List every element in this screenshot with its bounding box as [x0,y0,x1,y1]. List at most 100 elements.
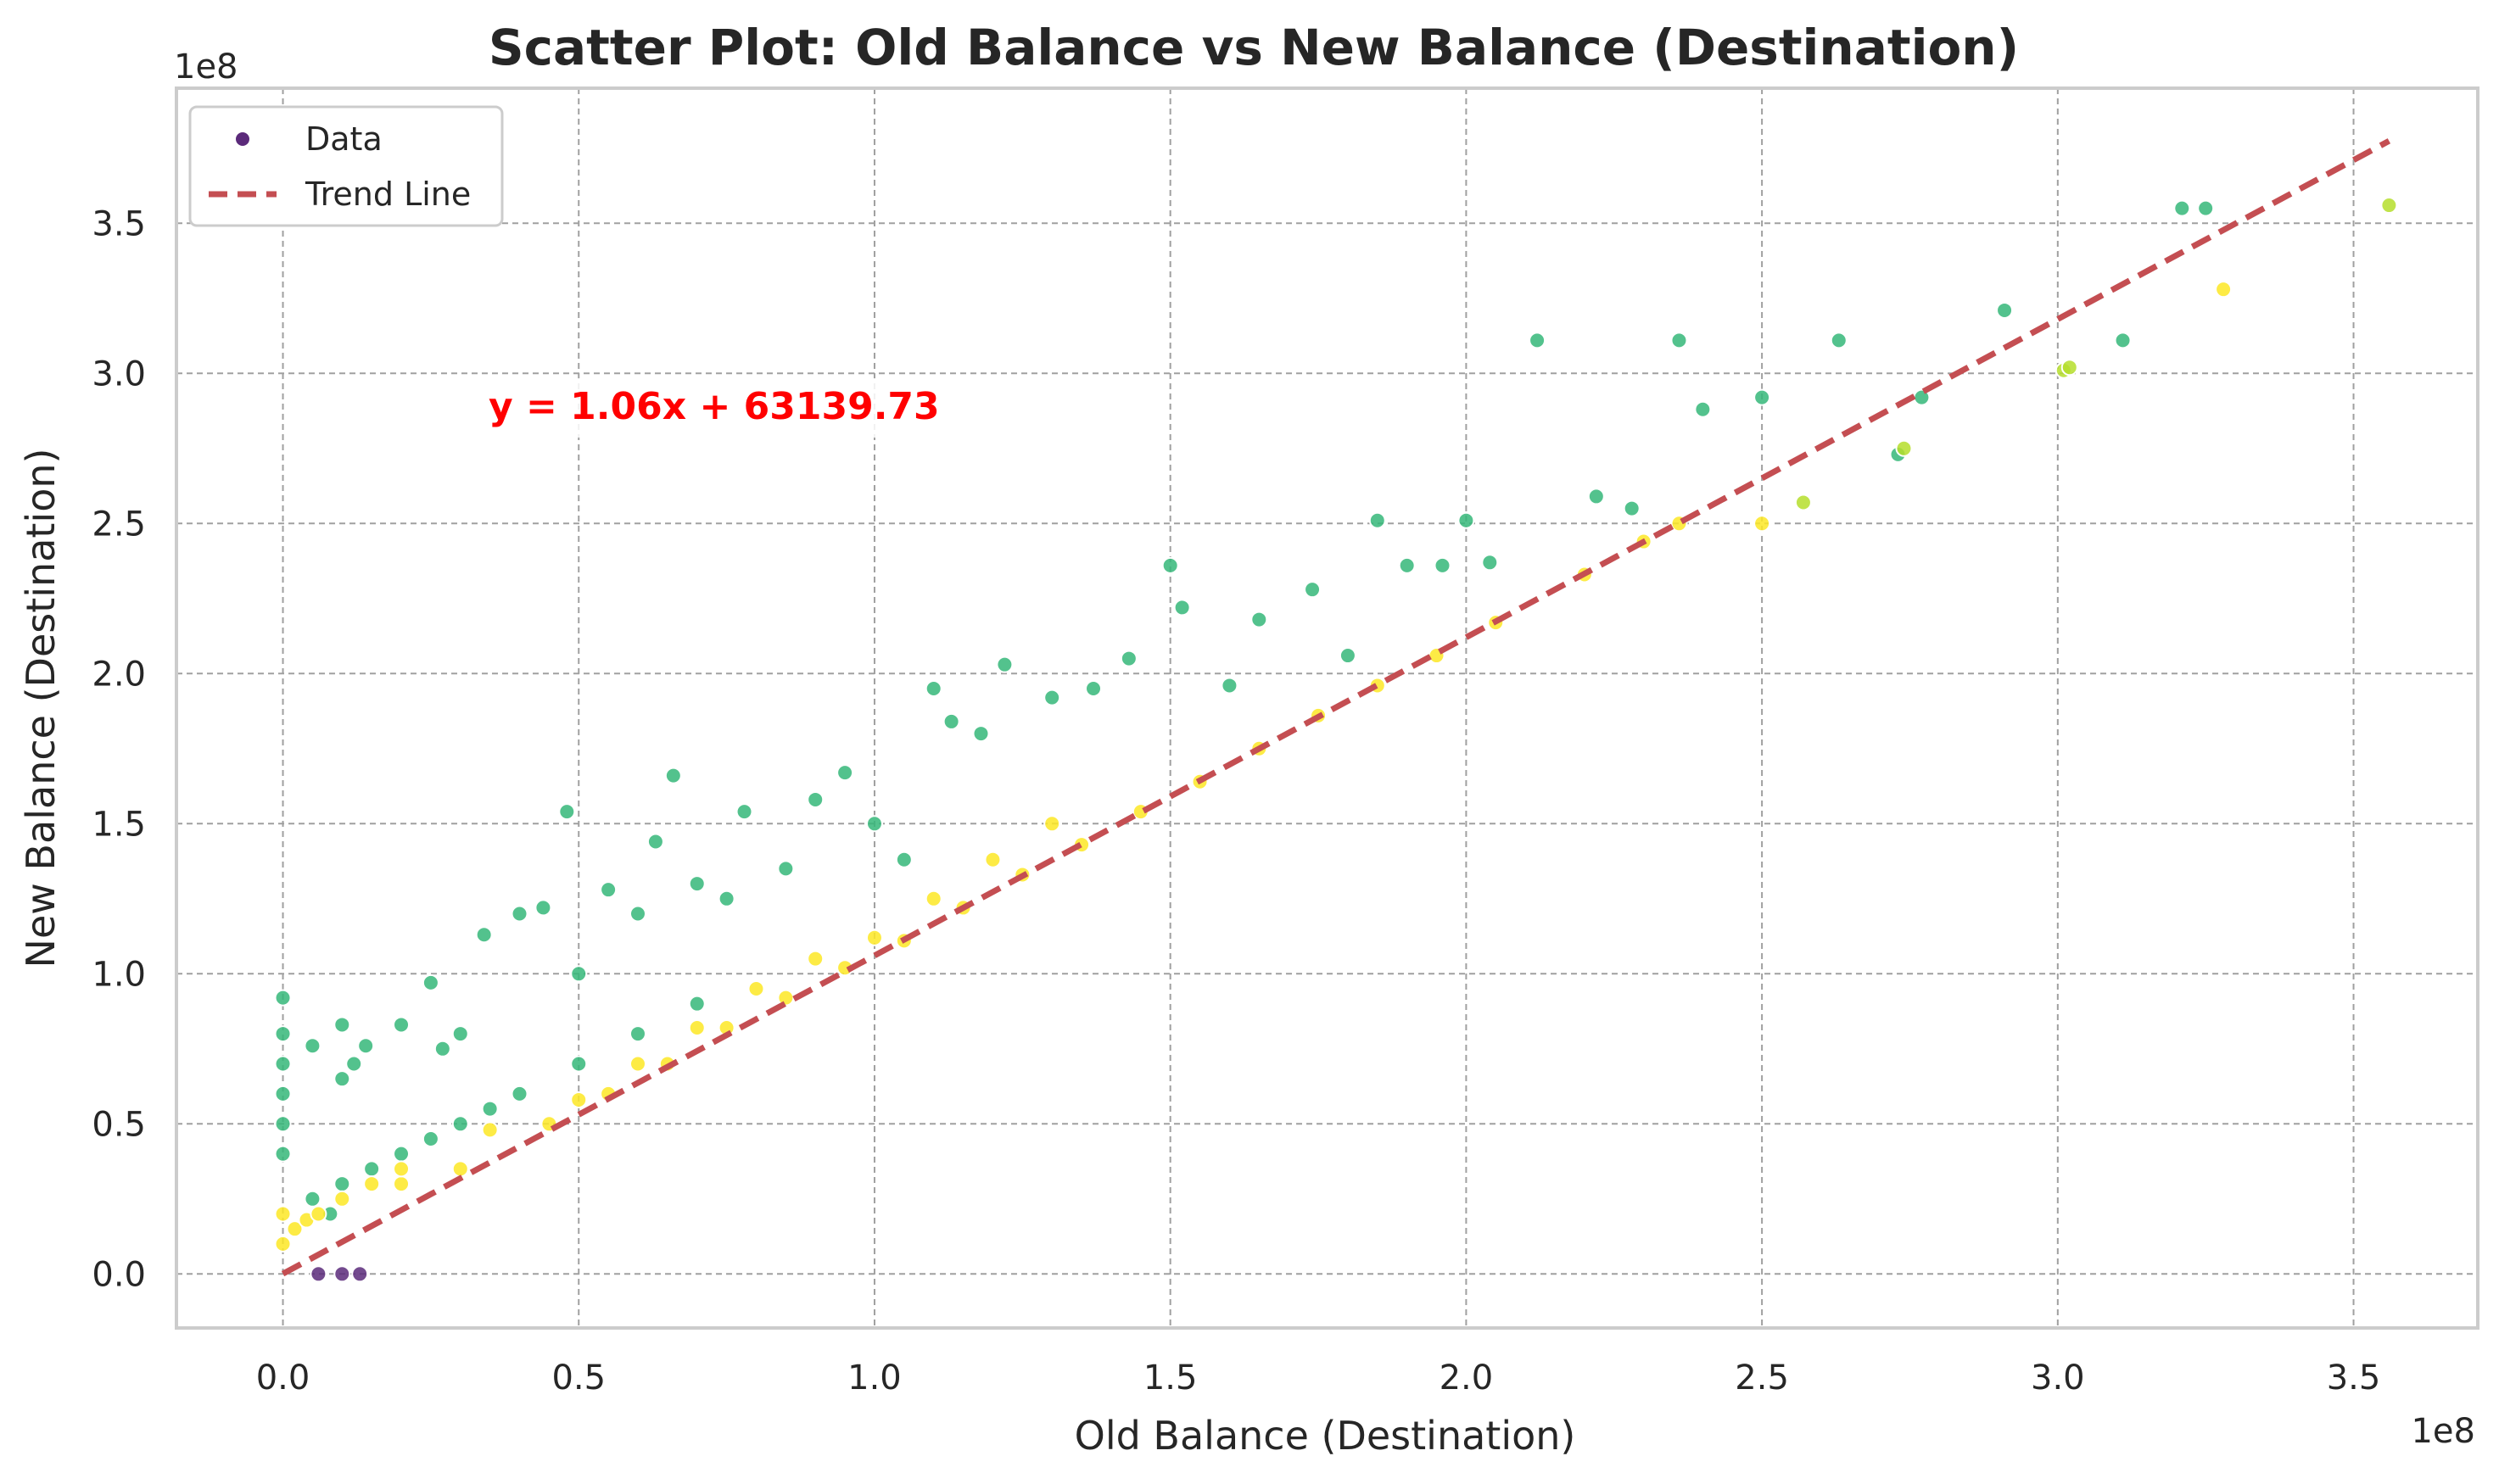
data-point [836,764,854,782]
y-axis-offset-label: 1e8 [174,47,238,86]
data-point [1794,494,1812,511]
data-point [274,1025,292,1043]
equation-label: y = 1.06x + 63139.73 [489,385,940,428]
data-point [274,1235,292,1252]
trend-line-layer [281,138,2391,1277]
data-point [451,1160,469,1178]
data-point [363,1160,381,1178]
data-point [433,1040,451,1057]
data-point [393,1145,411,1163]
data-point [1120,650,1138,667]
x-tick-label: 2.0 [1440,1358,1494,1398]
data-point [351,1265,369,1283]
data-point [2197,199,2215,217]
data-point [1457,511,1475,529]
legend-data-label: Data [305,120,383,158]
data-point [629,905,646,923]
y-tick-label: 0.5 [92,1105,146,1144]
data-point [286,1220,304,1238]
data-point [807,790,825,808]
equation-box [475,378,1018,438]
data-point [333,1265,351,1283]
y-axis-ticks: 0.0 0.5 1.0 1.5 2.0 2.5 3.0 3.5 [92,204,146,1294]
data-point [629,1055,646,1073]
data-point [481,1121,499,1139]
data-point [570,965,588,983]
chart-title: Scatter Plot: Old Balance vs New Balance… [489,19,2019,76]
data-point [1434,556,1451,574]
data-point [996,656,1014,673]
data-point [600,881,618,899]
data-point [895,851,913,868]
data-point [1398,556,1416,574]
data-point [1161,556,1179,574]
data-point [304,1037,321,1055]
data-point [333,1070,351,1088]
data-point [1996,301,2014,319]
data-point [1830,332,1848,349]
data-point [333,1190,351,1208]
data-point [1481,554,1499,572]
data-point [274,1115,292,1133]
data-point [925,679,942,697]
data-point [333,1175,351,1193]
grid [176,88,2478,1328]
data-point [534,899,552,917]
x-tick-label: 1.0 [847,1358,902,1398]
data-point [664,767,682,784]
data-point [1529,332,1546,349]
x-axis-label: Old Balance (Destination) [1075,1413,1576,1459]
data-point [1895,439,1913,457]
data-point [807,950,825,968]
data-point [2060,359,2078,377]
legend-data-marker [234,131,251,148]
data-point [274,1145,292,1163]
data-point [747,979,765,997]
data-point [688,995,706,1013]
data-point [393,1175,411,1193]
data-point [304,1190,321,1208]
x-tick-label: 1.5 [1143,1358,1198,1398]
data-point [1250,611,1268,628]
data-point [274,1085,292,1102]
data-point [363,1175,381,1193]
y-tick-label: 1.0 [92,955,146,994]
data-point [333,1016,351,1034]
data-point [865,929,883,946]
trend-line [281,138,2391,1277]
data-point [688,875,706,893]
data-point [865,815,883,833]
data-point [777,860,795,878]
data-point [2380,197,2398,215]
data-point [357,1037,375,1055]
y-tick-label: 3.0 [92,354,146,393]
data-point [688,1019,706,1037]
data-point [422,974,439,991]
data-point [310,1265,327,1283]
x-tick-label: 2.5 [1735,1358,1789,1398]
y-axis-label: New Balance (Destination) [18,449,64,968]
data-point [1623,499,1641,517]
data-point [274,989,292,1007]
data-point [2114,332,2132,349]
y-tick-label: 3.5 [92,204,146,243]
x-tick-label: 3.5 [2327,1358,2381,1398]
y-tick-label: 2.5 [92,505,146,544]
plot-frame [175,86,2479,1330]
data-point [629,1025,646,1043]
data-point [1085,679,1103,697]
data-point [481,1100,499,1118]
data-point [570,1055,588,1073]
data-point [451,1025,469,1043]
data-point [511,1085,528,1102]
data-point [1173,599,1191,616]
data-point [942,712,960,730]
data-point [984,851,1002,868]
data-points [274,197,2398,1283]
data-point [1043,689,1061,706]
trend-equation-annotation: y = 1.06x + 63139.73 [475,378,1018,438]
data-point [925,890,942,907]
data-point [310,1205,327,1223]
data-point [274,1205,292,1223]
